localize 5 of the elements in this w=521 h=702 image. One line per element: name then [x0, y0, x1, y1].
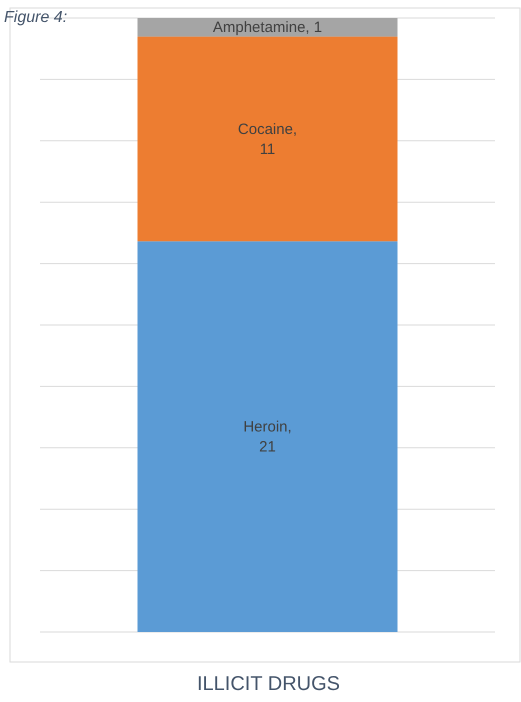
data-label: Amphetamine, 1	[212, 18, 322, 36]
text: ILLICIT DRUGS	[197, 673, 340, 695]
data-label: Heroin, 21	[243, 418, 292, 456]
data-label: Cocaine, 11	[238, 120, 298, 158]
annotation: Figure 4:	[4, 9, 68, 26]
